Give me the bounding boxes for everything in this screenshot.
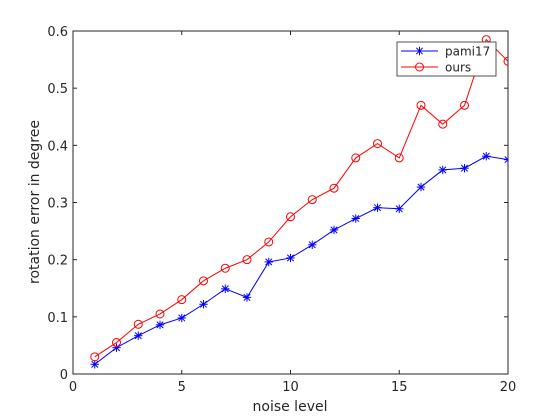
series-layer [90,35,508,369]
x-tick-label: 10 [282,380,299,395]
data-point-pami17 [373,203,382,212]
data-point-pami17 [286,253,295,263]
data-point-ours [242,255,252,265]
data-point-pami17 [177,313,186,323]
x-tick-label: 15 [391,380,408,395]
legend-box [396,41,497,77]
series-ours [90,35,508,362]
x-axis-label: noise level [253,399,328,415]
data-point-ours [503,56,508,66]
y-axis-label: rotation error in degree [27,120,43,284]
data-point-pami17 [438,165,447,175]
data-point-pami17 [329,225,339,235]
y-tick-label: 0.5 [47,82,68,97]
legend-label: ours [445,61,471,75]
series-line-pami17 [94,155,508,365]
data-point-pami17 [90,360,99,369]
data-point-pami17 [199,300,208,309]
data-point-ours [373,139,382,149]
x-tick-label: 20 [500,380,517,395]
data-point-ours [177,295,187,305]
y-tick-label: 0.4 [47,139,68,154]
legend: pami17 ours [396,41,497,77]
data-point-ours [351,153,361,163]
data-point-pami17 [503,155,508,164]
data-point-pami17 [264,257,273,267]
x-tick-label: 5 [178,380,186,395]
y-tick-label: 0.6 [47,25,68,40]
legend-marker [415,62,424,72]
data-point-pami17 [134,331,143,340]
y-tick-label: 0.3 [47,197,68,212]
legend-marker [415,46,424,56]
data-point-ours [90,352,100,362]
data-point-ours [394,153,404,163]
y-tick-label: 0.2 [47,254,68,269]
data-point-pami17 [395,204,404,213]
data-point-ours [416,100,426,110]
legend-entry-ours: ours [401,61,471,75]
data-point-pami17 [155,320,165,330]
data-point-ours [264,237,274,247]
legend-label: pami17 [445,45,490,59]
series-pami17 [90,151,508,369]
data-point-ours [220,263,230,273]
data-point-ours [199,276,208,286]
data-point-pami17 [308,240,317,250]
axes-box [72,30,509,375]
data-point-pami17 [416,182,426,192]
y-tick-label: 0.1 [47,311,68,326]
data-point-pami17 [482,151,491,161]
data-point-ours [133,319,143,329]
data-point-ours [112,338,121,348]
data-point-ours [286,212,295,222]
data-point-ours [329,183,339,193]
data-point-pami17 [242,293,252,302]
data-point-ours [307,195,317,205]
data-point-ours [460,100,469,110]
data-point-pami17 [351,214,360,223]
data-point-pami17 [221,284,230,294]
data-point-ours [438,119,448,129]
x-tick-label: 0 [69,380,77,395]
y-tick-label: 0 [60,368,68,383]
data-point-ours [155,309,165,319]
legend-entry-pami17: pami17 [401,45,490,59]
axis-labels: noise level rotation error in degree [27,120,327,415]
plot-area: 0 5 10 15 20 0 0.1 0.2 0.3 0.4 0.5 0.6 [47,25,516,395]
data-point-pami17 [460,164,469,173]
